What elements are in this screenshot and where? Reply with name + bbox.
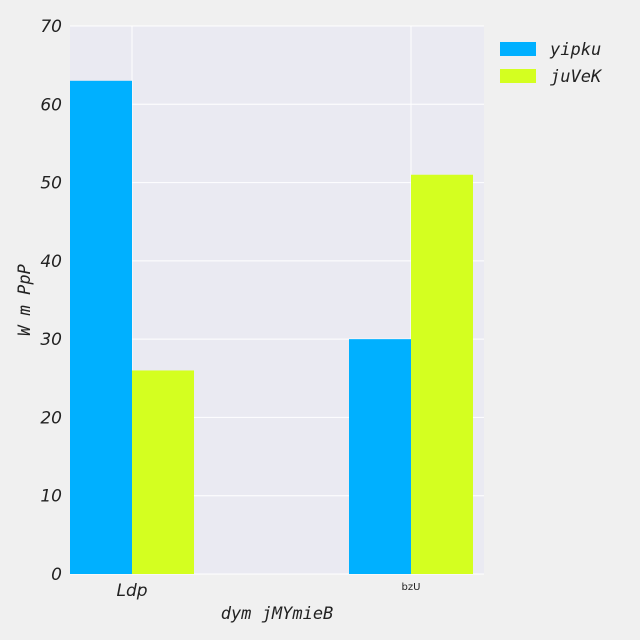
bar-juVeK-bzU [411, 174, 473, 574]
y-tick-labels: 0 10 20 30 40 50 60 70 [40, 17, 62, 585]
y-axis-label: W m PpP [15, 264, 35, 336]
legend-label: yipku [549, 40, 601, 60]
x-tick-label: bzU [402, 582, 421, 593]
y-tick-label: 60 [40, 95, 62, 115]
bars [70, 80, 473, 575]
y-tick-label: 70 [40, 17, 62, 37]
bar-juVeK-Ldp [132, 370, 194, 574]
y-tick-label: 20 [40, 408, 62, 428]
x-axis-label: dym jMYmieB [221, 604, 334, 624]
legend-swatch [500, 69, 536, 83]
x-tick-label: Ldp [116, 581, 147, 601]
y-tick-label: 30 [40, 330, 62, 350]
legend-label: juVeK [550, 67, 603, 87]
bar-yipku-Ldp [70, 80, 132, 575]
y-tick-label: 40 [40, 252, 62, 272]
legend: yipku juVeK [500, 40, 603, 87]
bar-yipku-bzU [349, 339, 411, 574]
legend-swatch [500, 42, 536, 56]
y-tick-label: 50 [40, 174, 62, 194]
y-tick-label: 0 [51, 565, 62, 585]
y-tick-label: 10 [40, 487, 62, 507]
x-tick-labels: Ldp bzU [116, 581, 420, 601]
